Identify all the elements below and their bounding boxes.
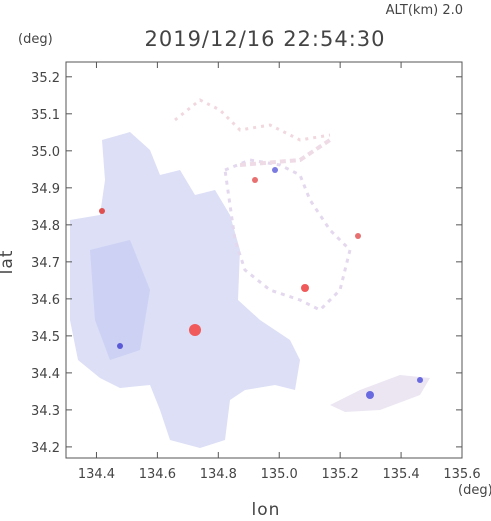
y-tick-label: 34.8 — [31, 219, 60, 234]
axes: 134.4 134.6 134.8 135.0 135.2 135.4 135.6 34.2 3… — [31, 62, 481, 482]
radar-field — [70, 98, 430, 448]
y-axis-label: lat — [0, 250, 17, 275]
altitude-label: ALT(km) 2.0 — [386, 3, 463, 18]
y-tick-label: 35.1 — [31, 108, 60, 123]
x-tick-label: 135.4 — [382, 467, 419, 482]
y-tick-label: 34.2 — [31, 441, 60, 456]
y-tick-label: 34.3 — [31, 404, 60, 419]
echo-area — [239, 138, 332, 167]
x-tick-label: 134.4 — [78, 467, 115, 482]
echo-area — [174, 98, 331, 142]
y-tick-label: 35.0 — [31, 145, 60, 160]
x-tick-label: 135.2 — [322, 467, 359, 482]
x-tick-label: 135.6 — [443, 467, 480, 482]
x-unit: (deg) — [458, 483, 491, 498]
x-axis-label: lon — [252, 500, 281, 520]
echo-spot — [189, 324, 201, 336]
y-tick-label: 34.9 — [31, 182, 60, 197]
y-tick-label: 34.5 — [31, 330, 60, 345]
echo-spot — [117, 343, 123, 349]
echo-spot — [272, 167, 278, 173]
x-tick-label: 135.0 — [261, 467, 298, 482]
echo-area — [330, 375, 430, 412]
y-tick-label: 34.4 — [31, 367, 60, 382]
y-unit: (deg) — [18, 32, 53, 47]
echo-spot — [366, 391, 374, 399]
echo-spot — [355, 233, 361, 239]
echo-spot — [252, 177, 258, 183]
echo-spot — [301, 284, 309, 292]
echo-spot — [417, 377, 423, 383]
chart-title: 2019/12/16 22:54:30 — [144, 27, 385, 51]
x-tick-label: 134.6 — [139, 467, 176, 482]
echo-spot — [99, 208, 105, 214]
echo-area — [223, 158, 352, 312]
echo-area — [70, 132, 300, 448]
x-tick-label: 134.8 — [200, 467, 237, 482]
y-tick-label: 35.2 — [31, 71, 60, 86]
y-tick-label: 34.7 — [31, 256, 60, 271]
echo-area — [90, 240, 150, 360]
y-tick-label: 34.6 — [31, 293, 60, 308]
plot-frame — [65, 61, 463, 459]
